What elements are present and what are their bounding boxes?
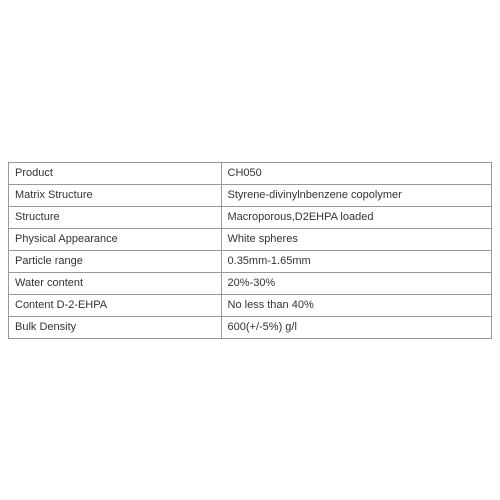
table-row: Particle range 0.35mm-1.65mm bbox=[9, 250, 492, 272]
value-cell: 0.35mm-1.65mm bbox=[221, 250, 491, 272]
table-row: Structure Macroporous,D2EHPA loaded bbox=[9, 206, 492, 228]
spec-table-container: Product CH050 Matrix Structure Styrene-d… bbox=[0, 162, 500, 339]
property-cell: Matrix Structure bbox=[9, 184, 222, 206]
value-cell: Styrene-divinylnbenzene copolymer bbox=[221, 184, 491, 206]
spec-table-body: Product CH050 Matrix Structure Styrene-d… bbox=[9, 162, 492, 338]
property-cell: Content D-2-EHPA bbox=[9, 294, 222, 316]
table-row: Physical Appearance White spheres bbox=[9, 228, 492, 250]
table-row: Matrix Structure Styrene-divinylnbenzene… bbox=[9, 184, 492, 206]
property-cell: Structure bbox=[9, 206, 222, 228]
property-cell: Bulk Density bbox=[9, 316, 222, 338]
table-row: Bulk Density 600(+/-5%) g/l bbox=[9, 316, 492, 338]
table-row: Water content 20%-30% bbox=[9, 272, 492, 294]
value-cell: No less than 40% bbox=[221, 294, 491, 316]
value-cell: CH050 bbox=[221, 162, 491, 184]
value-cell: 600(+/-5%) g/l bbox=[221, 316, 491, 338]
property-cell: Particle range bbox=[9, 250, 222, 272]
property-cell: Product bbox=[9, 162, 222, 184]
table-row: Content D-2-EHPA No less than 40% bbox=[9, 294, 492, 316]
value-cell: White spheres bbox=[221, 228, 491, 250]
spec-table: Product CH050 Matrix Structure Styrene-d… bbox=[8, 162, 492, 339]
property-cell: Water content bbox=[9, 272, 222, 294]
value-cell: Macroporous,D2EHPA loaded bbox=[221, 206, 491, 228]
value-cell: 20%-30% bbox=[221, 272, 491, 294]
property-cell: Physical Appearance bbox=[9, 228, 222, 250]
table-row: Product CH050 bbox=[9, 162, 492, 184]
